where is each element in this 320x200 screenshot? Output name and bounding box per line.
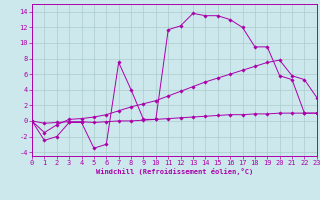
X-axis label: Windchill (Refroidissement éolien,°C): Windchill (Refroidissement éolien,°C) [96, 168, 253, 175]
